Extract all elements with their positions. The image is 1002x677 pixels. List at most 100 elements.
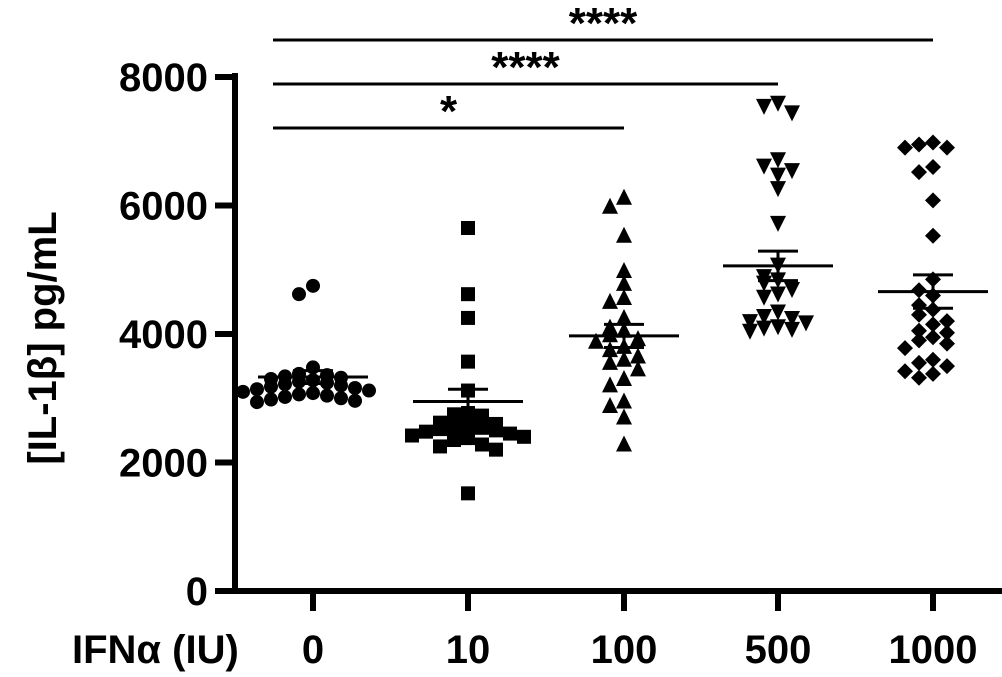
data-point-circle xyxy=(250,395,264,410)
x-tick-label: 10 xyxy=(446,628,491,672)
data-point-triangle-up xyxy=(616,262,632,279)
data-point-diamond xyxy=(897,139,913,156)
data-point-square xyxy=(461,310,475,325)
data-point-square xyxy=(461,431,475,446)
data-point-circle xyxy=(264,392,278,407)
data-point-square xyxy=(461,486,475,501)
data-point-circle xyxy=(278,377,292,392)
data-point-square xyxy=(461,220,475,235)
data-point-square xyxy=(461,354,475,369)
data-point-triangle-up xyxy=(630,330,646,347)
mean-sem-bars xyxy=(258,249,988,416)
data-point-circle xyxy=(362,383,376,398)
data-point-triangle-up xyxy=(630,360,646,377)
data-point-triangle-down xyxy=(784,321,800,338)
data-point-diamond xyxy=(911,322,927,339)
data-point-circle xyxy=(348,393,362,408)
data-point-triangle-down xyxy=(770,319,786,336)
data-point-square xyxy=(447,419,461,434)
data-point-triangle-up xyxy=(602,326,618,343)
data-point-triangle-down xyxy=(784,282,800,299)
data-point-triangle-down xyxy=(756,309,772,326)
data-point-square xyxy=(517,429,531,444)
data-point-square xyxy=(475,408,489,423)
data-point-circle xyxy=(348,380,362,395)
data-point-triangle-up xyxy=(616,350,632,367)
data-point-triangle-up xyxy=(588,332,604,349)
data-point-triangle-up xyxy=(616,308,632,325)
data-point-square xyxy=(419,424,433,439)
data-point-triangle-down xyxy=(784,105,800,122)
significance-label: * xyxy=(440,87,458,136)
x-axis-prefix-label: IFNα (IU) xyxy=(72,628,239,672)
data-point-triangle-up xyxy=(602,197,618,214)
data-point-circle xyxy=(306,278,320,293)
data-point-triangle-down xyxy=(770,304,786,321)
data-point-triangle-down xyxy=(770,181,786,198)
data-point-triangle-down xyxy=(742,314,758,331)
data-point-diamond xyxy=(925,365,941,382)
data-point-diamond xyxy=(939,139,955,156)
data-point-triangle-up xyxy=(616,289,632,306)
data-point-square xyxy=(475,437,489,452)
data-point-diamond xyxy=(939,335,955,352)
data-point-circle xyxy=(292,287,306,302)
significance-label: **** xyxy=(491,43,560,92)
significance-label: **** xyxy=(569,0,638,48)
data-point-triangle-down xyxy=(770,286,786,303)
data-point-square xyxy=(447,433,461,448)
data-point-square xyxy=(475,420,489,435)
x-tick-label: 1000 xyxy=(889,628,978,672)
data-point-triangle-down xyxy=(756,320,772,337)
data-point-circle xyxy=(334,391,348,406)
data-point-triangle-down xyxy=(784,163,800,180)
y-ticks: 0 2000 4000 6000 8000 xyxy=(119,56,235,614)
data-point-triangle-down xyxy=(770,95,786,112)
data-point-square xyxy=(489,423,503,438)
data-point-square xyxy=(433,439,447,454)
data-point-diamond xyxy=(939,313,955,330)
x-tick-label: 100 xyxy=(591,628,658,672)
significance-bars: ********* xyxy=(273,0,933,136)
data-point-triangle-down xyxy=(756,158,772,175)
data-point-triangle-up xyxy=(602,396,618,413)
data-point-triangle-down xyxy=(784,310,800,327)
data-point-diamond xyxy=(925,351,941,368)
data-point-circle xyxy=(292,387,306,402)
data-point-diamond xyxy=(911,332,927,349)
data-point-square xyxy=(503,426,517,441)
data-point-circle xyxy=(320,388,334,403)
data-points xyxy=(236,95,955,501)
data-point-square xyxy=(461,418,475,433)
data-point-triangle-down xyxy=(756,289,772,306)
data-point-circle xyxy=(264,379,278,394)
x-ticks: 0 10 100 500 1000 xyxy=(302,591,978,672)
data-point-diamond xyxy=(925,329,941,346)
data-point-diamond xyxy=(911,306,927,323)
data-point-triangle-up xyxy=(602,292,618,309)
data-point-triangle-up xyxy=(616,369,632,386)
data-point-triangle-up xyxy=(602,353,618,370)
data-point-triangle-down xyxy=(742,323,758,340)
data-point-diamond xyxy=(897,340,913,357)
data-point-diamond xyxy=(911,354,927,371)
data-point-triangle-up xyxy=(616,188,632,205)
data-point-circle xyxy=(236,384,250,399)
data-point-diamond xyxy=(939,324,955,341)
data-point-triangle-down xyxy=(756,275,772,292)
data-point-square xyxy=(433,422,447,437)
data-point-diamond xyxy=(939,358,955,375)
data-point-square xyxy=(489,442,503,457)
data-point-triangle-down xyxy=(756,98,772,115)
y-axis-title: [IL-1β] pg/mL xyxy=(21,211,65,464)
data-point-triangle-down xyxy=(770,152,786,169)
x-tick-label: 0 xyxy=(302,628,324,672)
data-point-triangle-down xyxy=(798,315,814,332)
y-tick-label: 8000 xyxy=(119,56,208,100)
data-point-diamond xyxy=(911,164,927,181)
data-point-triangle-up xyxy=(602,376,618,393)
data-point-triangle-down xyxy=(770,215,786,232)
data-point-square xyxy=(461,287,475,302)
data-point-square xyxy=(405,428,419,443)
